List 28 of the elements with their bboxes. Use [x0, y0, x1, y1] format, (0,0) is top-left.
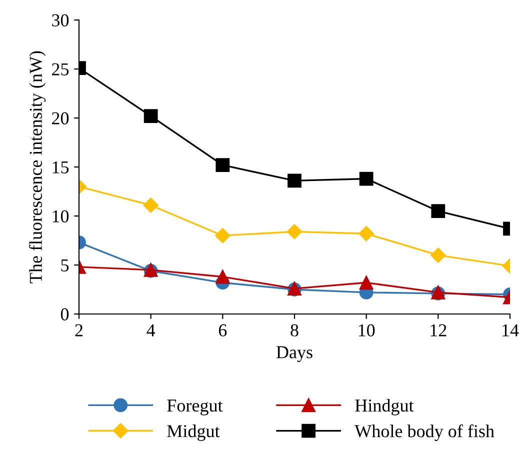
point — [216, 270, 230, 284]
y-tick-label: 25 — [52, 63, 69, 76]
x-tick-label: 8 — [290, 324, 298, 336]
x-tick-label: 6 — [218, 324, 227, 336]
x-tick-label: 4 — [146, 324, 156, 336]
x-tick-label: 12 — [430, 324, 446, 336]
legend-label: Foregut — [167, 400, 223, 416]
legend-label: Whole body of fish — [354, 424, 494, 442]
x-axis-title: Days — [276, 346, 312, 362]
y-tick-label: 20 — [52, 112, 69, 124]
point — [359, 276, 374, 290]
y-tick-label: 0 — [60, 308, 69, 320]
point — [359, 172, 374, 186]
point — [215, 228, 230, 244]
point — [216, 158, 230, 172]
y-tick-label: 30 — [52, 14, 69, 26]
legend-label: Midgut — [167, 424, 220, 441]
y-tick-label: 10 — [52, 210, 69, 222]
x-tick-label: 14 — [502, 324, 519, 336]
point — [358, 226, 374, 242]
point — [286, 224, 302, 240]
y-tick-label: 5 — [61, 259, 69, 272]
y-axis-title: The fluorescence intensity (nW) — [29, 51, 46, 284]
y-tick-label: 15 — [52, 161, 69, 174]
x-tick-label: 2 — [75, 324, 83, 336]
point — [288, 174, 302, 188]
legend-label: Hindgut — [355, 398, 414, 416]
x-tick-label: 10 — [358, 324, 375, 336]
